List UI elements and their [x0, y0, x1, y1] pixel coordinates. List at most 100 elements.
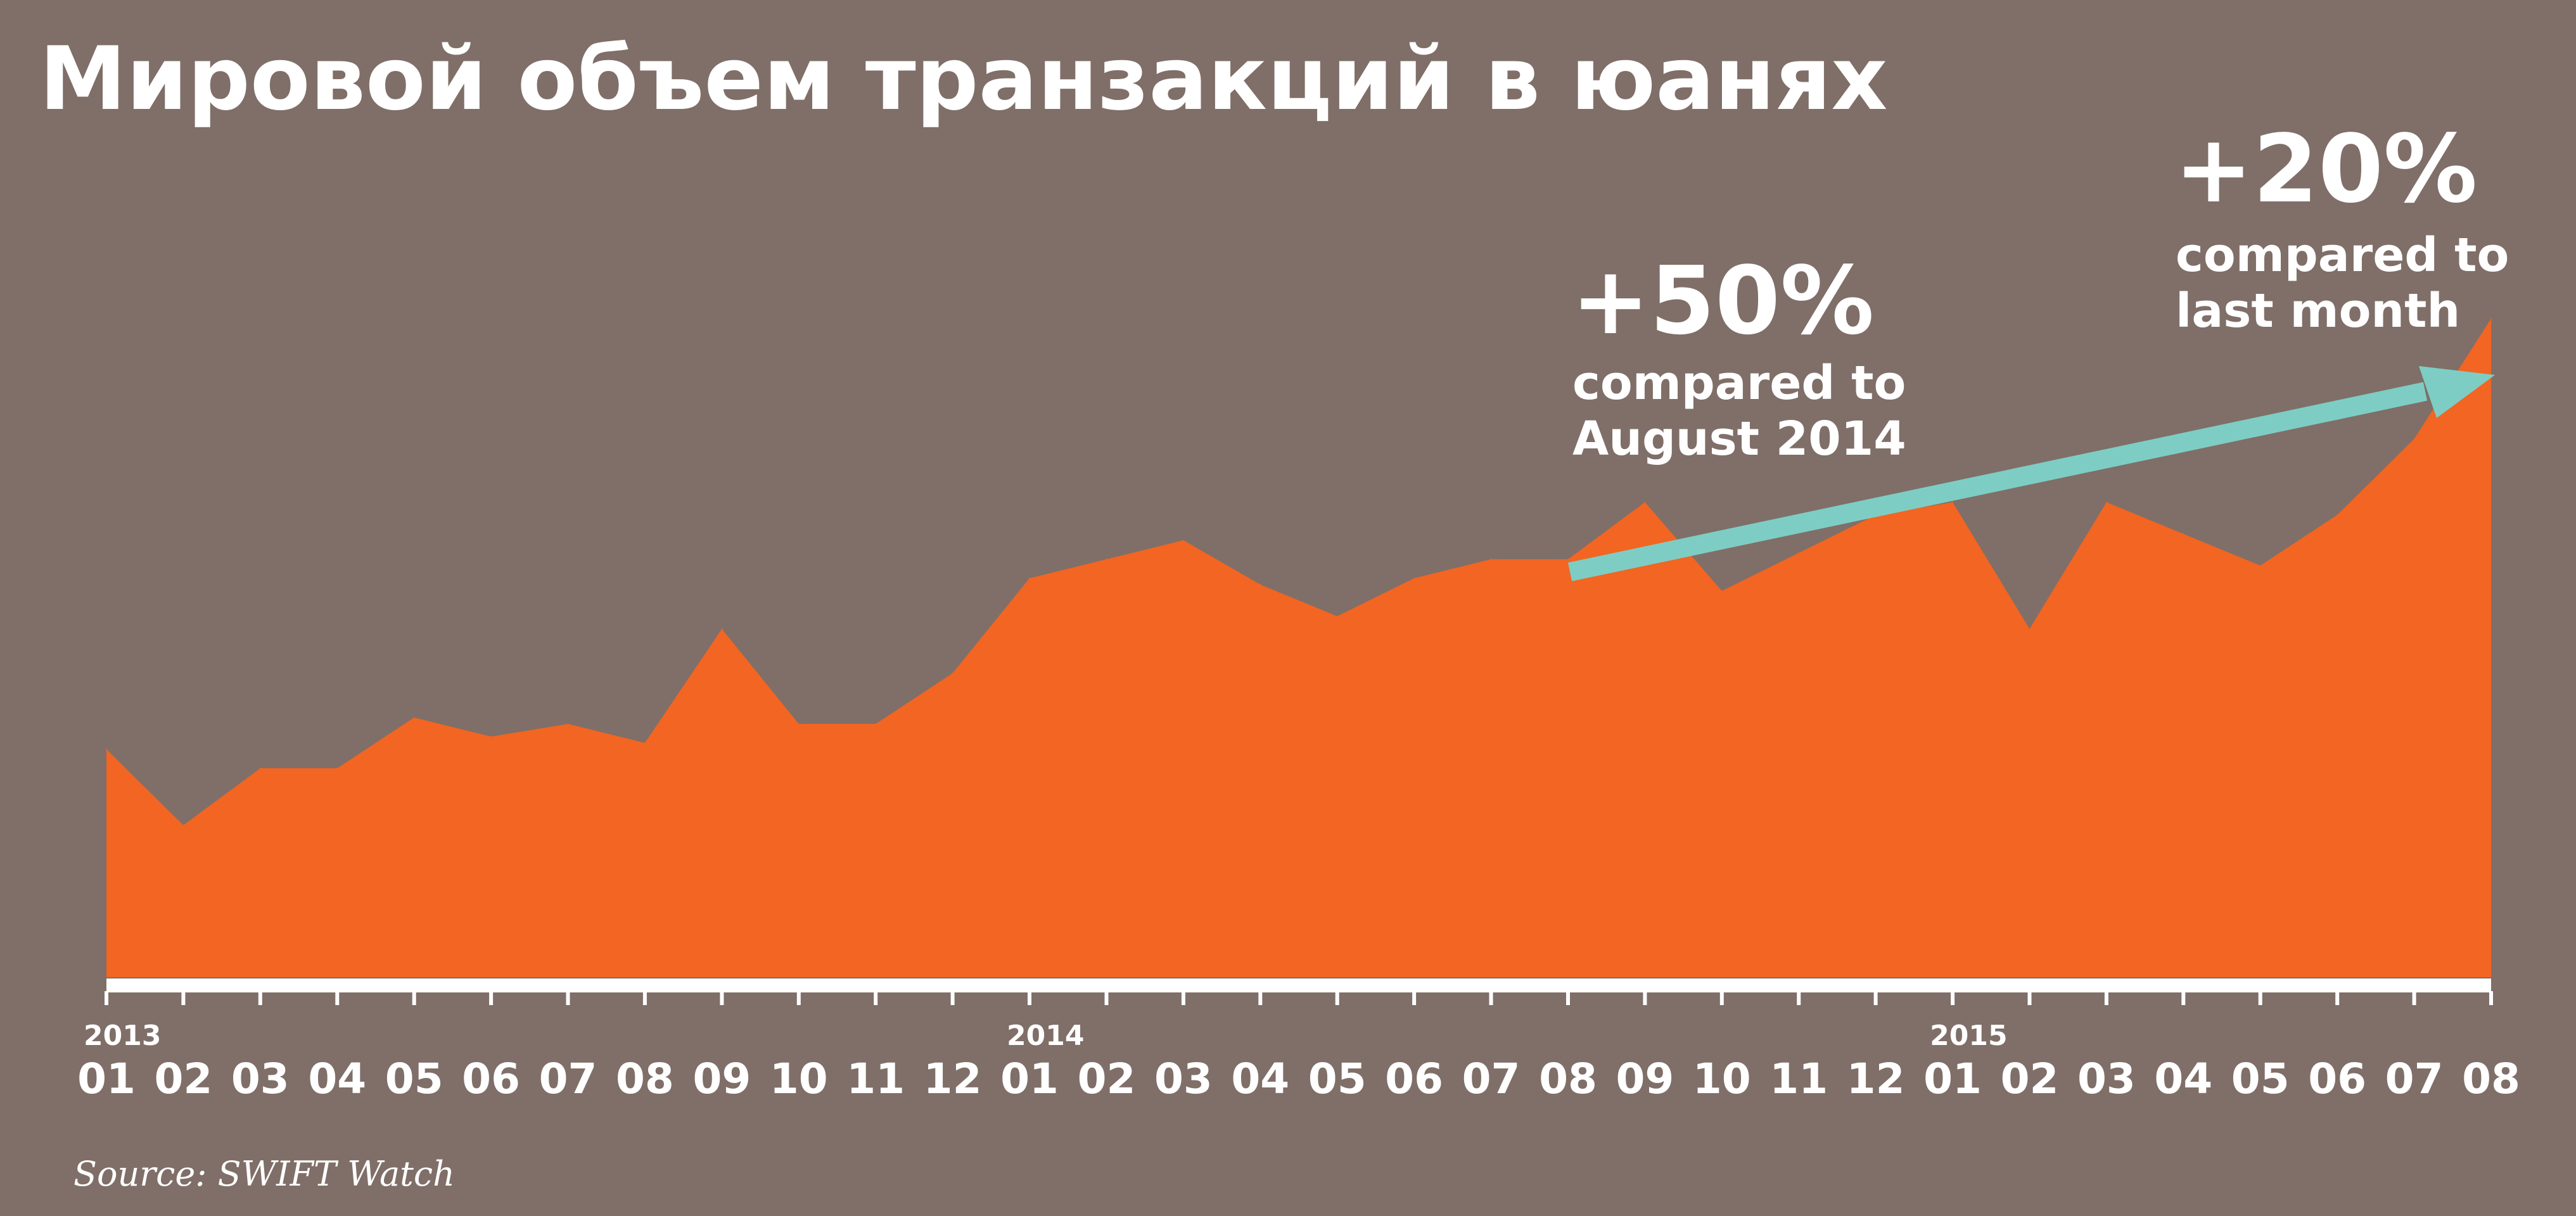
- data-point: [875, 723, 877, 725]
- annotation-20: +20% compared to last month: [2174, 115, 2509, 338]
- data-point: [259, 768, 261, 769]
- x-tick: [2335, 991, 2340, 1005]
- data-point: [1259, 584, 1261, 585]
- x-tick-label: 08: [1539, 1054, 1597, 1103]
- x-tick-label: 04: [1231, 1054, 1289, 1103]
- x-tick: [1412, 991, 1417, 1005]
- x-tick-label: 01: [1000, 1054, 1059, 1103]
- x-tick: [2181, 991, 2186, 1005]
- x-tick: [489, 991, 494, 1005]
- x-tick-label: 07: [2385, 1054, 2444, 1103]
- x-tick-label: 07: [539, 1054, 597, 1103]
- x-tick: [1873, 991, 1878, 1005]
- data-point: [1952, 502, 1954, 503]
- x-tick: [566, 991, 570, 1005]
- data-point: [2183, 533, 2184, 535]
- x-tick: [2027, 991, 2032, 1005]
- x-tick-label: 08: [2462, 1054, 2520, 1103]
- x-tick-label: 10: [1693, 1054, 1751, 1103]
- data-point: [413, 717, 415, 718]
- source-note: Source: SWIFT Watch: [73, 1154, 455, 1194]
- x-tick: [2412, 991, 2416, 1005]
- x-tick-label: 03: [231, 1054, 290, 1103]
- x-tick: [1643, 991, 1647, 1005]
- data-point: [1413, 578, 1415, 579]
- x-tick: [796, 991, 801, 1005]
- x-tick-label: 05: [2231, 1054, 2290, 1103]
- data-point: [798, 723, 800, 725]
- annotation-20-line2: last month: [2176, 284, 2460, 338]
- x-tick: [2489, 991, 2493, 1005]
- x-tick-label: 09: [1616, 1054, 1674, 1103]
- x-tick-label: 06: [1385, 1054, 1443, 1103]
- x-tick-label: 02: [2001, 1054, 2059, 1103]
- data-point: [2413, 438, 2415, 440]
- x-tick-label: 06: [462, 1054, 520, 1103]
- trend-arrow-head: [2419, 366, 2495, 418]
- data-point: [182, 825, 184, 826]
- data-point: [1644, 502, 1646, 503]
- x-tick-label: 04: [2154, 1054, 2212, 1103]
- x-tick: [1719, 991, 1724, 1005]
- data-point: [1336, 616, 1338, 617]
- x-tick-label: 10: [770, 1054, 828, 1103]
- x-tick: [950, 991, 955, 1005]
- data-point: [952, 673, 953, 674]
- x-tick: [1258, 991, 1263, 1005]
- x-tick: [1489, 991, 1493, 1005]
- x-tick: [1797, 991, 1801, 1005]
- trend-arrow-line: [1567, 382, 2428, 581]
- x-tick: [335, 991, 340, 1005]
- x-tick: [258, 991, 262, 1005]
- x-tick: [105, 991, 108, 1005]
- x-tick: [181, 991, 186, 1005]
- x-tick-label: 06: [2308, 1054, 2366, 1103]
- area-layer: [106, 318, 2492, 977]
- x-tick-label: 11: [846, 1054, 905, 1103]
- annotation-50-line1: compared to: [1572, 356, 1906, 410]
- chart-title: Мировой объем транзакций в юанях: [39, 28, 1887, 130]
- x-tick-label: 02: [154, 1054, 212, 1103]
- data-point: [2337, 514, 2338, 516]
- x-tick: [2104, 991, 2108, 1005]
- data-point: [336, 768, 338, 769]
- x-tick-label: 11: [1769, 1054, 1828, 1103]
- x-tick: [1566, 991, 1570, 1005]
- x-tick: [1181, 991, 1185, 1005]
- x-tick-label: 12: [1847, 1054, 1905, 1103]
- x-tick-label: 09: [692, 1054, 751, 1103]
- x-tick: [1028, 991, 1031, 1005]
- x-tick: [1335, 991, 1339, 1005]
- x-year-label: 2013: [84, 1020, 161, 1052]
- annotation-20-value: +20%: [2174, 115, 2477, 224]
- data-point: [490, 736, 492, 737]
- x-tick-label: 05: [385, 1054, 443, 1103]
- x-tick: [1951, 991, 1955, 1005]
- data-point: [1798, 552, 1800, 554]
- x-tick: [720, 991, 724, 1005]
- x-axis-line: [106, 978, 2491, 992]
- x-tick-label: 08: [616, 1054, 674, 1103]
- data-point: [644, 742, 646, 744]
- x-tick-label: 03: [1154, 1054, 1213, 1103]
- x-tick: [2258, 991, 2262, 1005]
- x-axis: [105, 978, 2493, 1005]
- annotation-20-line1: compared to: [2176, 228, 2509, 282]
- x-year-label: 2014: [1007, 1020, 1084, 1052]
- x-year-label: 2015: [1930, 1020, 2007, 1052]
- annotation-50-line2: August 2014: [1572, 412, 1906, 466]
- data-point: [2105, 502, 2107, 503]
- x-tick-label: 12: [924, 1054, 982, 1103]
- x-tick: [642, 991, 647, 1005]
- data-point: [1106, 559, 1107, 560]
- data-point: [1029, 578, 1030, 579]
- x-tick-label: 01: [1923, 1054, 1982, 1103]
- trend-arrow: [1567, 366, 2495, 581]
- data-point: [1490, 559, 1492, 560]
- x-tick: [412, 991, 416, 1005]
- area-series: [106, 319, 2491, 977]
- x-tick-label: 01: [77, 1054, 136, 1103]
- x-tick: [1104, 991, 1109, 1005]
- data-point: [2259, 565, 2261, 566]
